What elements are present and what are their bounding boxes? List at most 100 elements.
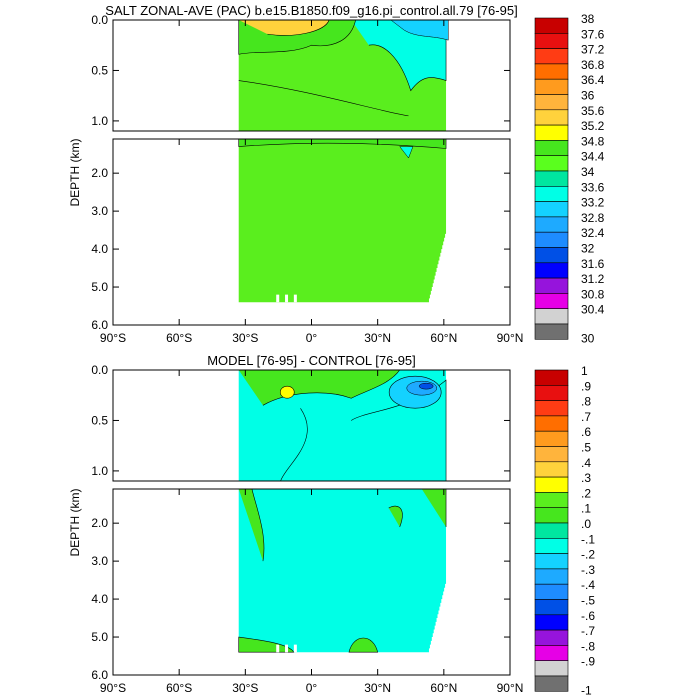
colorbar-label: 33.6 xyxy=(581,180,605,194)
colorbar-swatch xyxy=(534,323,569,340)
bathymetry-gap-0 xyxy=(276,294,280,303)
upper-field xyxy=(238,370,447,481)
colorbar-label: 37.2 xyxy=(581,43,605,57)
y-tick-label: 0.5 xyxy=(91,413,108,427)
colorbar-swatch xyxy=(534,170,569,187)
positive-deep-north xyxy=(388,505,403,528)
colorbar-swatch xyxy=(534,109,569,126)
colorbar-swatch xyxy=(534,476,569,493)
colorbar-swatch xyxy=(534,492,569,508)
colorbar-label: -.8 xyxy=(581,639,595,653)
y-tick-label: 3.0 xyxy=(91,204,108,218)
colorbar-swatch xyxy=(534,186,569,202)
colorbar-label: 30.4 xyxy=(581,303,605,317)
colorbar-swatch xyxy=(534,384,569,401)
y-tick-label: 1.0 xyxy=(91,114,108,128)
colorbar-swatch xyxy=(534,660,569,677)
x-tick-label: 90°N xyxy=(497,681,524,695)
colorbar-swatch xyxy=(534,32,569,49)
colorbar-swatch xyxy=(534,262,569,279)
colorbar-label: 35.2 xyxy=(581,119,605,133)
bathymetry-gap-2 xyxy=(293,294,297,303)
colorbar-label: 33.2 xyxy=(581,196,605,210)
bathymetry-gap-0 xyxy=(276,644,280,653)
colorbar-label: 31.6 xyxy=(581,257,605,271)
x-tick-label: 0° xyxy=(306,331,318,345)
panel-salinity: 90°S 60°S 30°S 0° 30°N 60°N 90°N 0.0 0.5 1.0 2.0 3.… xyxy=(68,3,605,345)
colorbar-label: .0 xyxy=(581,517,591,531)
y-axis-label: DEPTH (km) xyxy=(68,139,82,207)
colorbar-swatch xyxy=(534,553,569,570)
colorbar-swatch xyxy=(534,201,569,218)
colorbar-label: 36.4 xyxy=(581,73,605,87)
y-tick-label: 5.0 xyxy=(91,630,108,644)
colorbar-label: 34.8 xyxy=(581,134,605,148)
colorbar-swatch xyxy=(534,216,569,233)
colorbar-swatch xyxy=(534,78,569,95)
y-tick-label: 3.0 xyxy=(91,554,108,568)
fresh-water-region xyxy=(351,20,447,92)
colorbar-swatch xyxy=(534,124,569,141)
y-tick-label: 0.0 xyxy=(91,363,108,377)
colorbar-label: .5 xyxy=(581,441,591,455)
colorbar-label: .3 xyxy=(581,471,591,485)
ocean-field-lower xyxy=(238,489,447,653)
colorbar-label: .7 xyxy=(581,410,591,424)
colorbar-swatch xyxy=(534,400,569,417)
colorbar-label: -.6 xyxy=(581,609,595,623)
colorbar-swatch xyxy=(534,583,569,600)
y-tick-label: 2.0 xyxy=(91,166,108,180)
x-tick-label: 60°N xyxy=(430,331,457,345)
negative-core xyxy=(418,382,434,390)
chart-title: MODEL [76-95] - CONTROL [76-95] xyxy=(207,353,416,368)
colorbar-label: 32.4 xyxy=(581,226,605,240)
colorbar-label: .8 xyxy=(581,395,591,409)
colorbar-swatch xyxy=(534,614,569,631)
colorbar-swatch xyxy=(534,507,569,524)
x-tick-label: 30°S xyxy=(232,681,258,695)
colorbar-swatch xyxy=(534,675,569,692)
y-axis-label: DEPTH (km) xyxy=(68,489,82,557)
thermocline-band xyxy=(238,139,447,149)
colorbar-label: 30.8 xyxy=(581,287,605,301)
colorbar-label: .1 xyxy=(581,502,591,516)
bathymetry-gap-1 xyxy=(285,644,289,653)
colorbar-swatch xyxy=(534,415,569,432)
colorbar-label: 37.6 xyxy=(581,27,605,41)
panel-difference: 90°S 60°S 30°S 0° 30°N 60°N 90°N0.00.51.02.03.… xyxy=(68,353,595,697)
x-tick-label: 30°N xyxy=(364,331,391,345)
bathymetry-gap-1 xyxy=(285,294,289,303)
y-tick-label: 6.0 xyxy=(91,318,108,332)
chart-title: SALT ZONAL-AVE (PAC) b.e15.B1850.f09_g16… xyxy=(105,3,517,18)
colorbar-swatch xyxy=(534,293,569,309)
y-tick-label: 0.5 xyxy=(91,63,108,77)
ocean-field-lower xyxy=(238,139,447,303)
colorbar-swatch xyxy=(534,537,569,554)
colorbar-label: 34.4 xyxy=(581,150,605,164)
colorbar-swatch xyxy=(534,155,569,172)
colorbar-label: .9 xyxy=(581,379,591,393)
colorbar-swatch xyxy=(534,568,569,585)
colorbar-label: -.2 xyxy=(581,548,595,562)
lower-field xyxy=(238,489,447,653)
colorbar-label: 1 xyxy=(581,364,588,378)
fresh-water-core xyxy=(390,20,449,41)
colorbar-swatch xyxy=(534,645,569,662)
colorbar-label: 35.6 xyxy=(581,104,605,118)
colorbar-swatch xyxy=(534,629,569,646)
lower-field xyxy=(238,139,447,303)
y-tick-label: 4.0 xyxy=(91,242,108,256)
colorbar-swatch xyxy=(534,63,569,80)
x-tick-label: 90°S xyxy=(100,331,126,345)
upper-field xyxy=(238,20,449,131)
y-tick-label: 6.0 xyxy=(91,668,108,682)
x-tick-label: 90°S xyxy=(100,681,126,695)
colorbar-label: .4 xyxy=(581,456,591,470)
positive-deep-east xyxy=(421,489,447,527)
y-tick-label: 4.0 xyxy=(91,592,108,606)
colorbar-label: 31.2 xyxy=(581,272,605,286)
y-tick-label: 2.0 xyxy=(91,516,108,530)
colorbar-label: 34 xyxy=(581,165,595,179)
colorbar-label: 32 xyxy=(581,242,595,256)
colorbar-label: 36 xyxy=(581,89,595,103)
